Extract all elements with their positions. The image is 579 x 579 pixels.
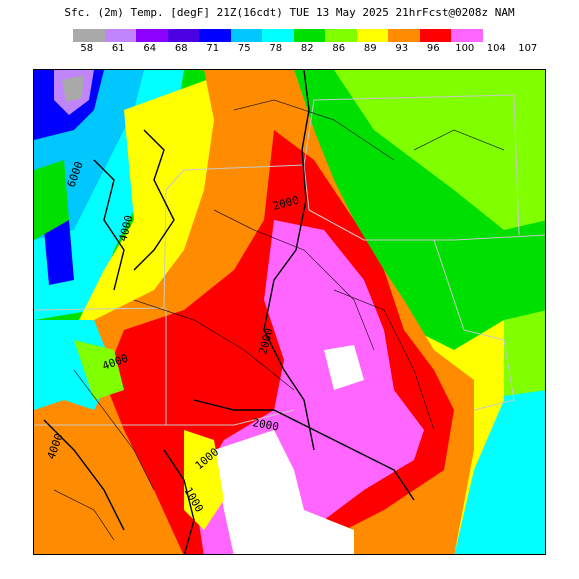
color-scale-label: 86 [332, 43, 346, 54]
color-scale-swatch [136, 29, 168, 42]
region-green-sw [74, 340, 124, 400]
color-scale-swatch [73, 29, 105, 42]
color-scale-swatch [419, 29, 451, 42]
color-scale-label: 71 [206, 43, 220, 54]
color-scale-swatch [262, 29, 294, 42]
color-scale-swatch [199, 29, 231, 42]
map-canvas: 6000 4000 2000 2000 4000 2000 4000 1000 … [34, 70, 545, 554]
temperature-color-scale [73, 29, 514, 42]
color-scale-label: 82 [300, 43, 314, 54]
color-scale-swatch [325, 29, 357, 42]
color-scale-label: 107 [518, 43, 538, 54]
region-yellow-mountain [184, 430, 224, 530]
contour-label: 2000 [251, 416, 279, 433]
color-scale-swatch [451, 29, 483, 42]
region-green-west [34, 160, 69, 240]
temperature-map: 6000 4000 2000 2000 4000 2000 4000 1000 … [33, 69, 546, 555]
color-scale-label: 100 [455, 43, 475, 54]
region-gray-peak [62, 75, 84, 102]
color-scale-label: 93 [395, 43, 409, 54]
color-scale-label: 96 [426, 43, 440, 54]
color-scale-label: 61 [111, 43, 125, 54]
region-white-hottest [214, 430, 354, 554]
color-scale-labels: 58 61 64 68 71 75 78 82 86 89 93 96 100 104 107 [0, 43, 579, 57]
color-scale-label: 75 [237, 43, 251, 54]
region-blue-patch [44, 220, 74, 285]
color-scale-swatch [293, 29, 325, 42]
color-scale-swatch [104, 29, 136, 42]
color-scale-label: 89 [363, 43, 377, 54]
color-scale-label: 78 [269, 43, 283, 54]
elevation-contours [43, 70, 415, 554]
color-scale-swatch [230, 29, 262, 42]
chart-title: Sfc. (2m) Temp. [degF] 21Z(16cdt) TUE 13… [64, 6, 515, 19]
color-scale-label: 104 [486, 43, 506, 54]
color-scale-label: 64 [143, 43, 157, 54]
color-scale-swatch [388, 29, 420, 42]
region-white-patch [324, 345, 364, 390]
region-light-green-north [334, 70, 545, 230]
color-scale-swatch [482, 29, 514, 42]
temperature-isotherms [53, 99, 505, 541]
color-scale-label: 58 [80, 43, 94, 54]
color-scale-swatch [167, 29, 199, 42]
color-scale-swatch [356, 29, 388, 42]
color-scale-label: 68 [174, 43, 188, 54]
state-boundaries [34, 94, 545, 426]
